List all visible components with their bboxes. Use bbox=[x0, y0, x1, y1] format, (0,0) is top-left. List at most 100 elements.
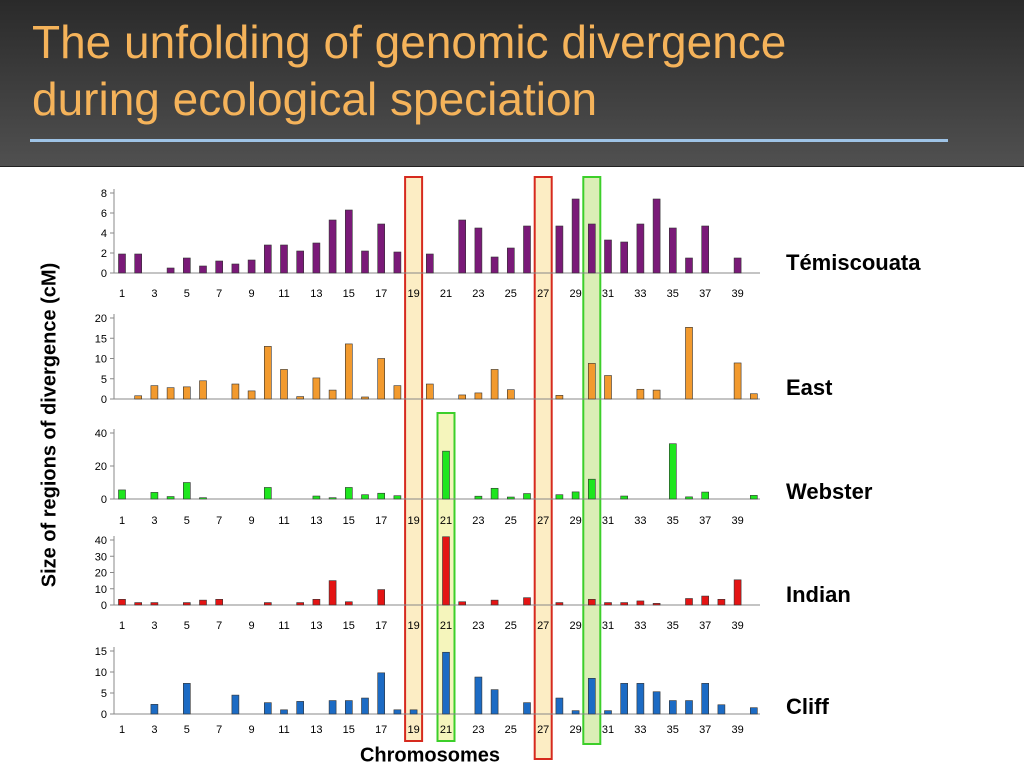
x-tick-label: 19 bbox=[407, 288, 419, 300]
bar-chr-18 bbox=[393, 385, 402, 400]
x-tick-label: 9 bbox=[249, 620, 255, 632]
x-tick-label: 5 bbox=[184, 288, 190, 300]
x-tick-label: 11 bbox=[278, 288, 289, 300]
bar-chr-15 bbox=[344, 487, 353, 500]
x-tick-label: 15 bbox=[343, 620, 355, 632]
x-tick-label: 3 bbox=[151, 515, 157, 527]
bar-chr-30 bbox=[587, 599, 596, 606]
bar-chr-5 bbox=[183, 602, 191, 606]
bar-chr-33 bbox=[636, 600, 645, 606]
y-tick-label: 30 bbox=[95, 551, 107, 563]
bar-chr-3 bbox=[150, 704, 159, 715]
y-tick-label: 20 bbox=[95, 461, 107, 473]
x-tick-label: 25 bbox=[505, 515, 517, 527]
x-tick-label: 23 bbox=[472, 515, 484, 527]
x-tick-label: 25 bbox=[505, 620, 517, 632]
bar-chr-13 bbox=[312, 242, 321, 274]
bar-chr-22 bbox=[458, 601, 467, 606]
x-tick-label: 29 bbox=[569, 724, 581, 736]
bar-chr-15 bbox=[344, 700, 353, 715]
x-tick-label: 37 bbox=[699, 620, 711, 632]
x-tick-label: 39 bbox=[731, 515, 743, 527]
x-tick-label: 23 bbox=[472, 288, 484, 300]
bar-chr-9 bbox=[247, 390, 256, 400]
population-label: Témiscouata bbox=[786, 250, 921, 275]
highlight-group bbox=[404, 176, 602, 760]
population-label: Indian bbox=[786, 582, 851, 607]
highlight-column-chr-27 bbox=[533, 176, 553, 760]
bar-chr-21 bbox=[442, 651, 450, 715]
x-tick-label: 35 bbox=[667, 724, 679, 736]
bar-chr-20 bbox=[425, 253, 434, 274]
bar-chr-33 bbox=[636, 683, 645, 715]
bar-chr-2 bbox=[134, 395, 142, 400]
bar-chr-1 bbox=[118, 599, 126, 606]
bar-chr-31 bbox=[604, 375, 612, 400]
bar-chr-37 bbox=[701, 595, 710, 606]
bar-chr-31 bbox=[604, 239, 612, 274]
bar-chr-18 bbox=[393, 495, 402, 500]
x-tick-label: 1 bbox=[119, 620, 125, 632]
bar-chr-37 bbox=[701, 683, 710, 715]
x-tick-label: 33 bbox=[634, 724, 646, 736]
bar-chr-29 bbox=[571, 710, 580, 715]
x-tick-label: 9 bbox=[249, 724, 255, 736]
bar-chr-7 bbox=[215, 599, 223, 606]
bar-chr-11 bbox=[280, 709, 288, 715]
bar-chr-20 bbox=[425, 383, 434, 400]
x-tick-label: 17 bbox=[375, 288, 387, 300]
title-line-2: during ecological speciation bbox=[32, 73, 598, 125]
y-tick-label: 0 bbox=[101, 268, 107, 280]
x-tick-label: 25 bbox=[505, 288, 517, 300]
bar-chr-3 bbox=[150, 385, 159, 400]
slide-title: The unfolding of genomic divergence duri… bbox=[32, 14, 786, 128]
y-axis-title: Size of regions of divergence (cM) bbox=[38, 262, 61, 588]
x-tick-label: 19 bbox=[407, 724, 419, 736]
x-tick-label: 27 bbox=[537, 724, 549, 736]
bar-chr-25 bbox=[506, 389, 515, 400]
bar-chr-21 bbox=[442, 536, 450, 606]
bar-chr-11 bbox=[280, 244, 288, 274]
x-tick-label: 7 bbox=[216, 724, 222, 736]
y-tick-label: 15 bbox=[95, 333, 107, 345]
y-tick-label: 40 bbox=[95, 428, 107, 440]
bar-chr-23 bbox=[474, 392, 483, 400]
bar-chr-28 bbox=[555, 225, 564, 274]
bar-chr-11 bbox=[280, 369, 288, 400]
bar-chr-24 bbox=[490, 487, 499, 500]
bar-chr-4 bbox=[166, 267, 175, 274]
x-tick-label: 39 bbox=[731, 724, 743, 736]
x-tick-label: 1 bbox=[119, 515, 125, 527]
x-tick-label: 27 bbox=[537, 288, 549, 300]
x-tick-label: 31 bbox=[602, 620, 614, 632]
x-tick-label: 7 bbox=[216, 620, 222, 632]
bar-chr-16 bbox=[361, 697, 369, 715]
bar-chr-30 bbox=[587, 677, 596, 715]
bar-chr-24 bbox=[490, 256, 499, 274]
bar-chr-22 bbox=[458, 219, 467, 274]
x-tick-label: 31 bbox=[602, 288, 614, 300]
bar-chr-23 bbox=[474, 676, 483, 715]
bar-chr-16 bbox=[361, 250, 369, 274]
highlight-column-chr-19 bbox=[404, 176, 424, 742]
bar-chr-5 bbox=[183, 482, 191, 500]
x-tick-label: 9 bbox=[249, 288, 255, 300]
x-tick-label: 17 bbox=[375, 620, 387, 632]
bar-chr-26 bbox=[523, 225, 531, 274]
y-tick-label: 5 bbox=[101, 374, 107, 386]
bar-chr-21 bbox=[442, 450, 450, 500]
bar-chr-40 bbox=[749, 707, 758, 715]
y-tick-label: 0 bbox=[101, 600, 107, 612]
bar-chr-10 bbox=[263, 487, 272, 500]
x-tick-label: 11 bbox=[278, 724, 289, 736]
x-tick-label: 27 bbox=[537, 620, 549, 632]
bar-chr-28 bbox=[555, 697, 564, 715]
x-tick-label: 11 bbox=[278, 620, 289, 632]
bar-chr-1 bbox=[118, 489, 126, 500]
x-tick-label: 9 bbox=[249, 515, 255, 527]
bar-chr-37 bbox=[701, 225, 710, 274]
bar-chr-31 bbox=[604, 710, 612, 715]
